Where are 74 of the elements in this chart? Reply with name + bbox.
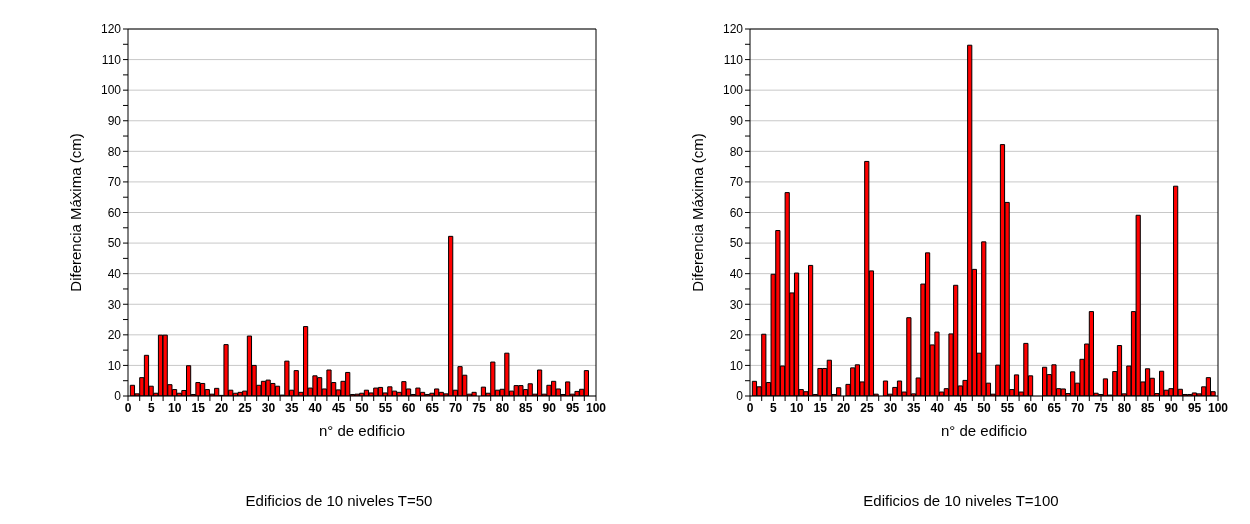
y-tick-label: 20 — [107, 328, 122, 343]
y-tick-label: 20 — [729, 328, 744, 343]
y-tick-label: 30 — [729, 297, 744, 312]
x-tick-label: 10 — [790, 400, 804, 415]
x-tick-label: 15 — [191, 400, 206, 415]
x-tick-label: 45 — [953, 400, 968, 415]
x-tick-label: 85 — [1141, 400, 1155, 415]
x-tick-label: 5 — [770, 400, 778, 415]
x-tick-label: 40 — [308, 400, 323, 415]
y-tick-label: 110 — [723, 52, 744, 67]
x-tick-label: 10 — [168, 400, 182, 415]
x-tick-label: 60 — [402, 400, 416, 415]
y-tick-label: 10 — [729, 358, 744, 373]
y-tick-label: 90 — [729, 114, 744, 129]
x-tick-label: 60 — [1024, 400, 1038, 415]
x-tick-label: 35 — [907, 400, 921, 415]
x-axis-title: n° de edificio — [318, 422, 406, 439]
y-tick-label: 40 — [729, 266, 744, 281]
y-tick-label: 0 — [114, 389, 122, 404]
x-tick-label: 20 — [836, 400, 851, 415]
x-tick-label: 70 — [448, 400, 463, 415]
x-tick-label: 85 — [519, 400, 533, 415]
x-tick-label: 65 — [1047, 400, 1062, 415]
y-tick-label: 120 — [100, 22, 122, 37]
x-tick-label: 0 — [124, 400, 132, 415]
x-tick-label: 75 — [472, 400, 486, 415]
y-tick-label: 110 — [101, 52, 122, 67]
x-tick-label: 20 — [214, 400, 229, 415]
y-tick-label: 40 — [107, 266, 122, 281]
x-tick-label: 25 — [860, 400, 874, 415]
y-tick-label: 50 — [107, 236, 122, 251]
text: Edificios de 10 niveles T=100 — [862, 492, 1060, 509]
text: Edificios de 10 niveles T=50 — [244, 492, 434, 509]
y-axis-title: Diferencia Máxima (cm) — [689, 133, 707, 292]
x-tick-label: 30 — [261, 400, 276, 415]
y-tick-label: 90 — [107, 114, 122, 129]
x-tick-label: 30 — [883, 400, 898, 415]
y-tick-label: 0 — [736, 389, 744, 404]
x-tick-label: 35 — [285, 400, 299, 415]
x-tick-label: 100 — [585, 400, 607, 415]
y-tick-label: 60 — [107, 205, 122, 220]
y-tick-label: 100 — [722, 83, 744, 98]
x-tick-label: 80 — [495, 400, 510, 415]
x-tick-label: 50 — [977, 400, 991, 415]
y-tick-label: 100 — [100, 83, 122, 98]
y-tick-label: 70 — [107, 175, 122, 190]
x-tick-label: 15 — [813, 400, 828, 415]
x-tick-label: 55 — [378, 400, 393, 415]
y-tick-label: 60 — [729, 205, 744, 220]
x-tick-label: 90 — [542, 400, 557, 415]
x-tick-label: 55 — [1000, 400, 1015, 415]
y-tick-label: 120 — [722, 22, 744, 37]
x-tick-label: 25 — [238, 400, 252, 415]
x-tick-label: 95 — [565, 400, 580, 415]
y-axis-title: Diferencia Máxima (cm) — [67, 133, 85, 292]
x-axis-title: n° de edificio — [940, 422, 1028, 439]
y-tick-label: 80 — [729, 144, 744, 159]
y-tick-label: 50 — [729, 236, 744, 251]
x-tick-label: 0 — [746, 400, 754, 415]
x-tick-label: 45 — [331, 400, 346, 415]
y-tick-label: 30 — [107, 297, 122, 312]
y-tick-label: 10 — [107, 358, 122, 373]
x-tick-label: 5 — [148, 400, 156, 415]
x-tick-label: 50 — [355, 400, 369, 415]
x-tick-label: 40 — [930, 400, 945, 415]
x-tick-label: 100 — [1207, 400, 1229, 415]
x-tick-label: 70 — [1070, 400, 1085, 415]
x-tick-label: 90 — [1164, 400, 1179, 415]
x-tick-label: 80 — [1117, 400, 1132, 415]
y-tick-label: 70 — [729, 175, 744, 190]
x-tick-label: 95 — [1187, 400, 1202, 415]
x-tick-label: 65 — [425, 400, 440, 415]
x-tick-label: 75 — [1094, 400, 1108, 415]
y-tick-label: 80 — [107, 144, 122, 159]
